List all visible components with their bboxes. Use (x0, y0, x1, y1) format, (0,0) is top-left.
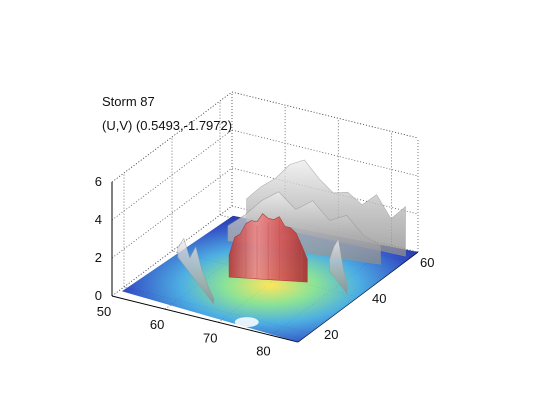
z-tick-label-4: 4 (95, 212, 102, 227)
gray-isosurface-right (329, 238, 348, 296)
grid-line-x-70 (218, 118, 339, 323)
tick-labels: 50 60 70 80 20 40 60 0 2 4 6 (95, 174, 435, 358)
x-tick-label-60: 60 (150, 317, 164, 332)
y-tick-label-40: 40 (372, 291, 386, 306)
x-tick-label-70: 70 (203, 330, 217, 345)
isosurface-group (177, 159, 406, 306)
box-edge-3 (111, 91, 233, 183)
x-tick-label-80: 80 (256, 343, 270, 358)
chart-title-line-1: Storm 87 (102, 94, 155, 109)
x-tick-label-50: 50 (97, 304, 111, 319)
z-tick-label-2: 2 (95, 250, 102, 265)
x-axis-line (111, 295, 299, 343)
chart-title-line-2: (U,V) (0.5493,-1.7972) (102, 118, 233, 133)
y-tick-label-60: 60 (420, 255, 434, 270)
z-tick-label-0: 0 (95, 288, 102, 303)
z-tick-label-6: 6 (95, 174, 102, 189)
box-edge-4 (231, 91, 419, 139)
gray-isosurface-front-left (177, 237, 215, 306)
grid-line-z-6 (111, 91, 419, 183)
floor-gap-0 (234, 317, 259, 328)
y-tick-label-20: 20 (324, 327, 338, 342)
grid-line-z-2 (111, 167, 419, 259)
